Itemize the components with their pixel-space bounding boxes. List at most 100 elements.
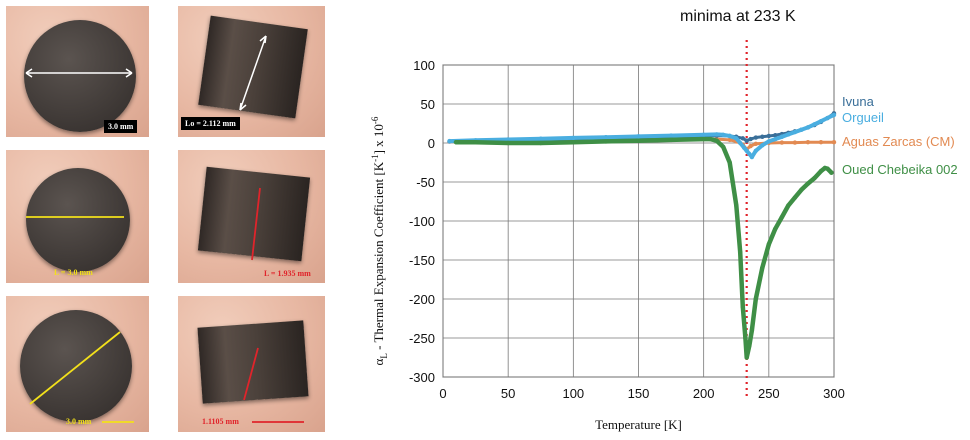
data-point bbox=[734, 139, 739, 144]
data-point bbox=[773, 226, 778, 231]
data-point bbox=[734, 203, 739, 208]
data-point bbox=[825, 115, 830, 121]
data-point bbox=[538, 138, 543, 143]
y-tick-label: -50 bbox=[416, 175, 435, 190]
data-point bbox=[799, 187, 804, 192]
data-point bbox=[603, 134, 609, 140]
x-axis-label: Temperature [K] bbox=[595, 417, 682, 432]
sample-pellet-image bbox=[24, 20, 136, 132]
data-point bbox=[668, 136, 674, 141]
data-point bbox=[701, 136, 706, 142]
data-point bbox=[603, 137, 609, 142]
legend-aguas-zarcas: Aguas Zarcas (CM) bbox=[842, 134, 955, 149]
data-point bbox=[792, 195, 798, 200]
data-point bbox=[786, 130, 791, 136]
data-point bbox=[737, 140, 743, 146]
legend-oued-chebeika: Oued Chebeika 002 bbox=[842, 162, 958, 177]
data-point bbox=[714, 133, 719, 138]
data-point bbox=[786, 203, 791, 208]
data-point bbox=[737, 250, 743, 255]
data-point bbox=[701, 133, 706, 139]
photo-side-bottom: 1.1105 mm bbox=[178, 296, 325, 432]
data-point bbox=[766, 133, 772, 139]
data-point bbox=[714, 136, 719, 142]
chart-title: minima at 233 K bbox=[680, 8, 796, 25]
data-point bbox=[727, 160, 732, 165]
plot-frame bbox=[442, 64, 835, 378]
photo-disc-bottom: 3.0 mm bbox=[6, 296, 149, 432]
data-point bbox=[505, 138, 511, 143]
photo-disc-middle: L = 3.0 mm bbox=[6, 150, 149, 283]
length-marker-red bbox=[243, 347, 304, 423]
data-point bbox=[831, 111, 837, 116]
data-point bbox=[753, 135, 758, 140]
data-point bbox=[473, 140, 478, 145]
x-tick-label: 300 bbox=[823, 386, 845, 401]
data-point bbox=[740, 304, 745, 309]
series-line-2 bbox=[448, 137, 836, 151]
x-tick-label: 0 bbox=[439, 386, 446, 401]
data-point bbox=[636, 138, 641, 143]
y-tick-label: 50 bbox=[421, 97, 435, 112]
y-tick-label: -100 bbox=[409, 214, 435, 229]
y-tick-label: -300 bbox=[409, 370, 435, 385]
data-point bbox=[812, 175, 817, 181]
data-point bbox=[505, 138, 511, 143]
data-point bbox=[748, 136, 753, 142]
data-point bbox=[505, 140, 511, 146]
x-tick-label: 150 bbox=[628, 386, 650, 401]
data-point bbox=[812, 122, 817, 127]
data-point bbox=[636, 136, 641, 142]
data-point bbox=[749, 154, 755, 160]
data-point bbox=[760, 134, 765, 139]
legend-ivuna: Ivuna bbox=[842, 94, 874, 109]
data-point bbox=[831, 140, 837, 145]
data-point bbox=[744, 355, 749, 360]
scale-label: L = 3.0 mm bbox=[54, 268, 93, 277]
data-point bbox=[727, 137, 732, 143]
data-point bbox=[538, 140, 543, 146]
data-point bbox=[753, 141, 758, 146]
length-marker-red bbox=[251, 187, 261, 261]
series-line-0 bbox=[448, 111, 836, 143]
data-point bbox=[453, 140, 459, 145]
data-point bbox=[747, 151, 752, 157]
data-point bbox=[747, 343, 752, 348]
data-point bbox=[473, 138, 478, 143]
tick-labels: 0 50 100 150 200 250 300 100 50 0 -50 -100 -150 -200 -… bbox=[409, 58, 845, 401]
data-point bbox=[792, 129, 798, 134]
data-point bbox=[805, 140, 811, 145]
data-point bbox=[818, 118, 824, 124]
data-point bbox=[779, 140, 785, 145]
data-point bbox=[603, 139, 609, 144]
data-point bbox=[744, 147, 749, 152]
x-tick-label: 250 bbox=[758, 386, 780, 401]
data-point bbox=[818, 168, 824, 174]
data-point bbox=[447, 139, 452, 144]
y-tick-label: 100 bbox=[413, 58, 435, 73]
data-point bbox=[636, 134, 641, 140]
data-point bbox=[805, 181, 811, 186]
data-point bbox=[740, 142, 745, 147]
y-tick-label: -250 bbox=[409, 331, 435, 346]
data-point bbox=[571, 140, 576, 145]
data-point bbox=[668, 133, 674, 138]
data-point bbox=[538, 137, 543, 142]
data-point bbox=[822, 165, 828, 171]
data-point bbox=[825, 166, 830, 171]
length-marker-white bbox=[239, 35, 267, 111]
scale-label: 3.0 mm bbox=[104, 120, 138, 133]
sample-pellet-image bbox=[26, 168, 130, 272]
data-point bbox=[721, 144, 726, 150]
data-point bbox=[748, 143, 753, 149]
data-point bbox=[779, 131, 785, 137]
data-point bbox=[753, 148, 758, 153]
series-points bbox=[447, 111, 837, 360]
data-point bbox=[829, 170, 834, 175]
scale-label: L = 1.935 mm bbox=[264, 269, 311, 278]
data-point bbox=[799, 127, 804, 132]
data-point bbox=[744, 138, 749, 143]
photo-side-top: Lo = 2.112 mm bbox=[178, 6, 325, 137]
data-point bbox=[818, 140, 824, 145]
x-tick-label: 100 bbox=[562, 386, 584, 401]
